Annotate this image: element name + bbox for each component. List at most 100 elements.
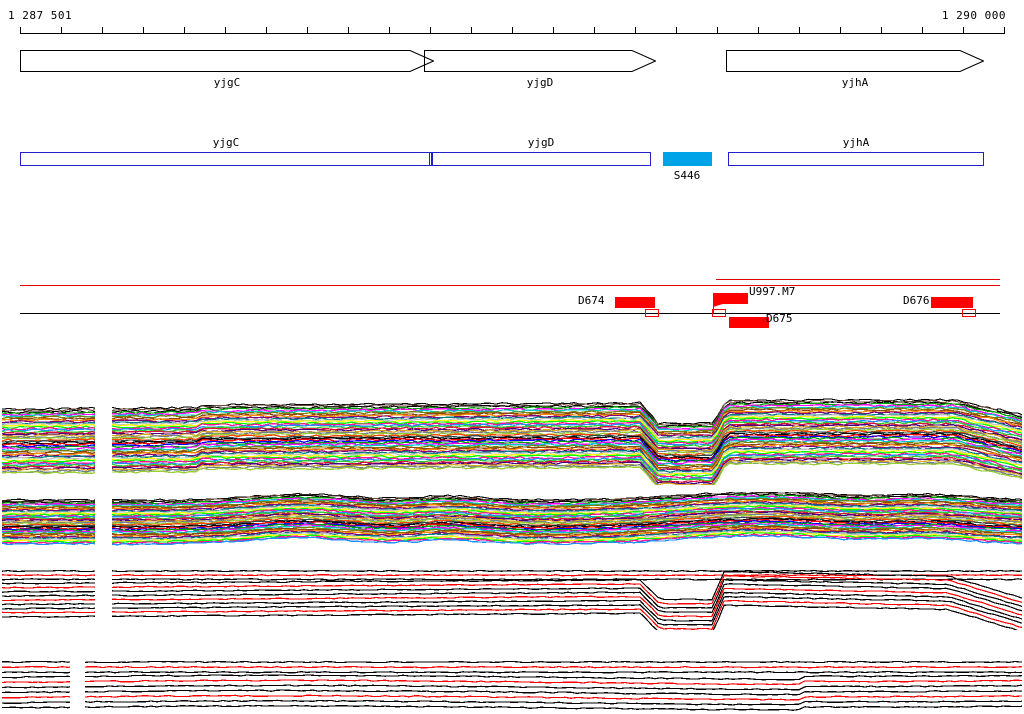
gene-arrow-yjhA[interactable] [726, 50, 984, 72]
signal-trace [1, 686, 71, 689]
ruler-tick [512, 27, 513, 34]
signal-trace [1, 439, 96, 443]
signal-trace [111, 411, 1023, 437]
signal-trace [1, 526, 96, 530]
signal-trace [1, 413, 96, 416]
ruler-tick [594, 27, 595, 34]
signal-trace [84, 660, 1023, 664]
signal-trace [84, 694, 1023, 701]
ruler-tick [881, 27, 882, 34]
signal-trace [111, 492, 1023, 503]
signal-trace [84, 674, 1023, 681]
signal-trace [1, 515, 96, 519]
gene-box-S446[interactable] [663, 152, 712, 166]
feature-bar-D674[interactable] [615, 297, 655, 308]
signal-panel-1[interactable] [0, 385, 1024, 485]
ruler-tick [553, 27, 554, 34]
signal-trace [1, 459, 96, 464]
signal-trace [111, 513, 1023, 524]
signal-trace [111, 522, 1023, 533]
signal-trace [111, 428, 1023, 455]
signal-trace [111, 458, 1023, 485]
signal-trace [111, 506, 1023, 518]
signal-trace [1, 602, 96, 606]
signal-trace [2, 660, 71, 664]
signal-trace [1, 465, 96, 469]
signal-trace [111, 604, 1018, 630]
signal-trace [84, 699, 1023, 706]
signal-trace [1, 521, 96, 525]
feature-annotation-track: D674 U997.M7 D675 D676 [0, 0, 1024, 345]
signal-trace [111, 587, 1023, 618]
gene-arrow-yjgC[interactable] [20, 50, 434, 72]
signal-trace [111, 402, 1023, 428]
gene-box-yjgD[interactable] [432, 152, 651, 166]
signal-trace [1, 411, 96, 415]
signal-panel-3[interactable] [0, 565, 1024, 630]
signal-trace [111, 409, 1023, 437]
signal-trace [1, 607, 96, 610]
ruler-tick [184, 27, 185, 34]
ruler-tick [922, 27, 923, 34]
ruler-tick [676, 27, 677, 34]
ruler-tick [635, 27, 636, 34]
signal-trace [1, 542, 96, 546]
ruler-tick [799, 27, 800, 34]
feature-bar-D676[interactable] [931, 297, 973, 308]
signal-trace [111, 494, 1023, 505]
signal-trace [111, 573, 1023, 577]
signal-panel-1-canvas [1, 398, 1023, 485]
signal-trace [111, 569, 1023, 573]
signal-trace [111, 438, 1023, 465]
signal-trace [2, 512, 96, 515]
signal-trace [1, 522, 96, 526]
signal-trace [1, 578, 96, 581]
ruler-tick [758, 27, 759, 34]
signal-trace [1, 706, 71, 709]
signal-trace [111, 450, 1023, 478]
signal-panel-4[interactable] [0, 650, 1024, 714]
signal-trace [111, 423, 1023, 451]
signal-trace [111, 426, 1023, 454]
signal-trace [2, 615, 96, 618]
signal-trace [111, 419, 1023, 446]
ruler-tick [307, 27, 308, 34]
ruler-tick [430, 27, 431, 34]
signal-trace [111, 591, 1023, 622]
gene-arrow-yjgD[interactable] [424, 50, 656, 72]
signal-trace [1, 532, 96, 536]
signal-trace [111, 578, 1023, 609]
signal-trace [1, 574, 96, 577]
gene-arrow-label-yjhA: yjhA [841, 76, 869, 89]
gene-box-yjgC[interactable] [20, 152, 432, 166]
signal-trace [1, 533, 96, 537]
signal-trace [1, 594, 96, 598]
ruler-tick [717, 27, 718, 34]
ruler-tick [20, 27, 21, 34]
signal-trace [2, 598, 96, 602]
signal-trace [1, 471, 96, 475]
gene-box-label-yjgC: yjgC [212, 136, 240, 149]
signal-trace [1, 408, 96, 412]
signal-trace [111, 534, 1023, 546]
signal-trace [1, 430, 96, 435]
signal-panel-2[interactable] [0, 492, 1024, 552]
signal-trace [1, 501, 96, 505]
feature-bar-D675[interactable] [729, 317, 769, 328]
gene-box-yjhA[interactable] [728, 152, 984, 166]
signal-trace [1, 426, 96, 431]
signal-trace [111, 456, 1023, 483]
signal-trace [111, 595, 1023, 626]
gene-box-track: yjgC yjgD S446 yjhA [0, 0, 1024, 200]
signal-trace [2, 436, 96, 441]
signal-trace [2, 536, 96, 540]
signal-trace [111, 436, 1023, 464]
signal-trace [1, 461, 96, 465]
signal-trace [111, 439, 1023, 466]
signal-trace [1, 456, 96, 461]
feature-openbox-U997.M7 [712, 309, 726, 317]
signal-trace [1, 450, 96, 455]
signal-trace [1, 534, 96, 538]
signal-trace [1, 506, 96, 510]
